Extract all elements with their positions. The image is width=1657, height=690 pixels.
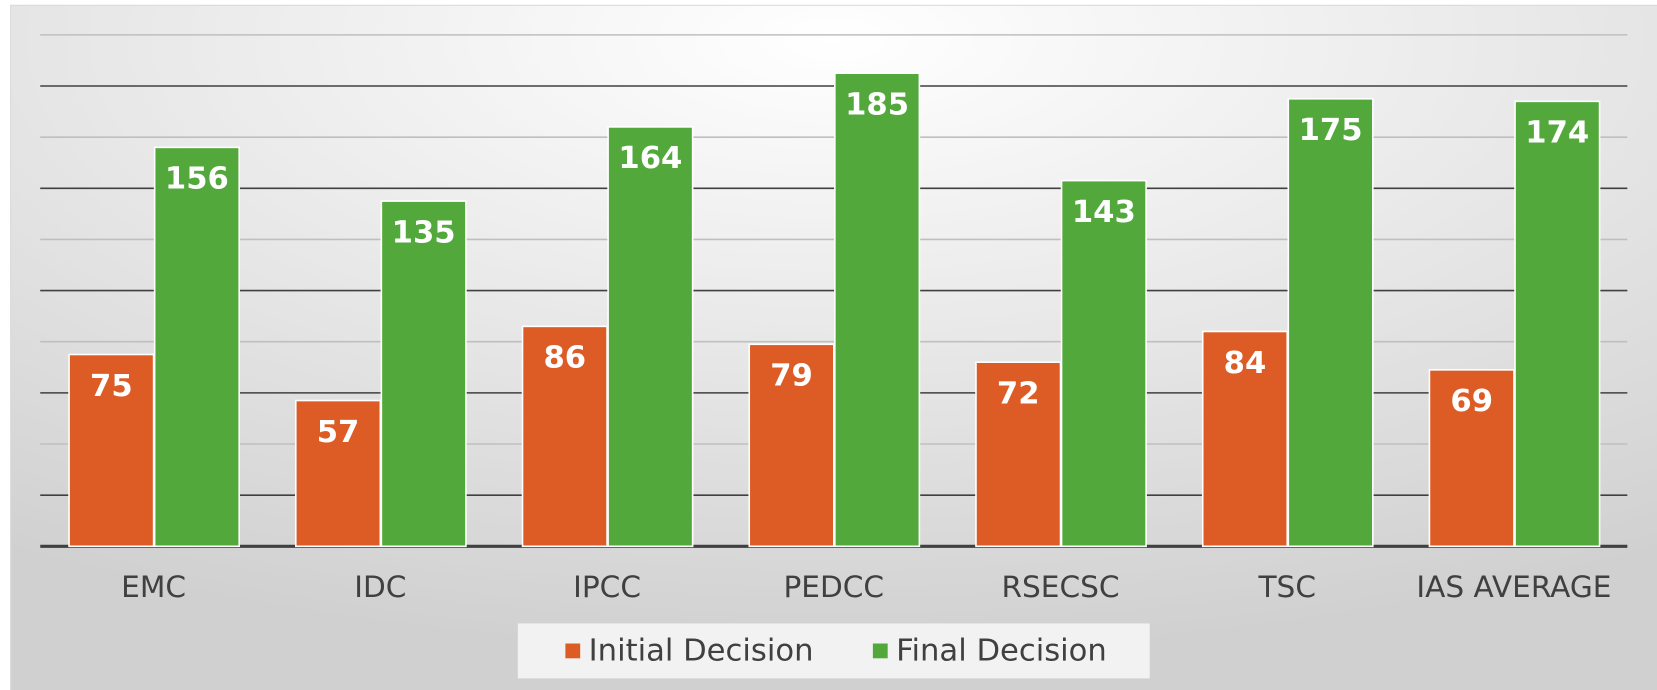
- legend-swatch: [872, 643, 888, 659]
- legend-box: [517, 623, 1150, 679]
- data-label: 174: [1525, 116, 1589, 151]
- bar: [607, 126, 694, 548]
- data-label: 79: [770, 359, 813, 394]
- bar: [380, 200, 467, 548]
- bar: [834, 72, 921, 548]
- x-tick-label: IDC: [354, 570, 406, 604]
- data-label: 156: [165, 162, 229, 197]
- data-label: 84: [1224, 346, 1267, 381]
- data-label: 86: [543, 341, 586, 376]
- data-label: 185: [845, 87, 909, 122]
- x-tick-label: IPCC: [573, 570, 641, 604]
- data-label: 72: [997, 376, 1040, 411]
- x-tick-label: TSC: [1257, 570, 1316, 604]
- legend-swatch: [565, 643, 581, 659]
- x-tick-label: EMC: [121, 570, 186, 604]
- bar: [748, 343, 835, 548]
- bar: [68, 353, 155, 548]
- bar: [521, 325, 608, 548]
- bar: [1287, 98, 1374, 548]
- legend-label: Initial Decision: [589, 633, 814, 668]
- data-label: 175: [1299, 113, 1363, 148]
- data-label: 69: [1450, 384, 1493, 419]
- x-tick-label: PEDCC: [783, 570, 884, 604]
- x-tick-label: IAS AVERAGE: [1416, 570, 1611, 604]
- bar: [1201, 330, 1289, 548]
- bar: [1428, 369, 1515, 548]
- bar: [1060, 179, 1147, 548]
- bar: [294, 399, 382, 548]
- data-label: 164: [618, 141, 682, 176]
- bar: [975, 361, 1062, 548]
- bar: [1514, 100, 1601, 548]
- data-label: 143: [1072, 195, 1136, 230]
- data-label: 57: [317, 415, 360, 450]
- bar: [153, 146, 240, 548]
- data-label: 135: [392, 215, 456, 250]
- data-label: 75: [90, 369, 133, 404]
- legend-label: Final Decision: [896, 633, 1107, 668]
- x-tick-label: RSECSC: [1001, 570, 1119, 604]
